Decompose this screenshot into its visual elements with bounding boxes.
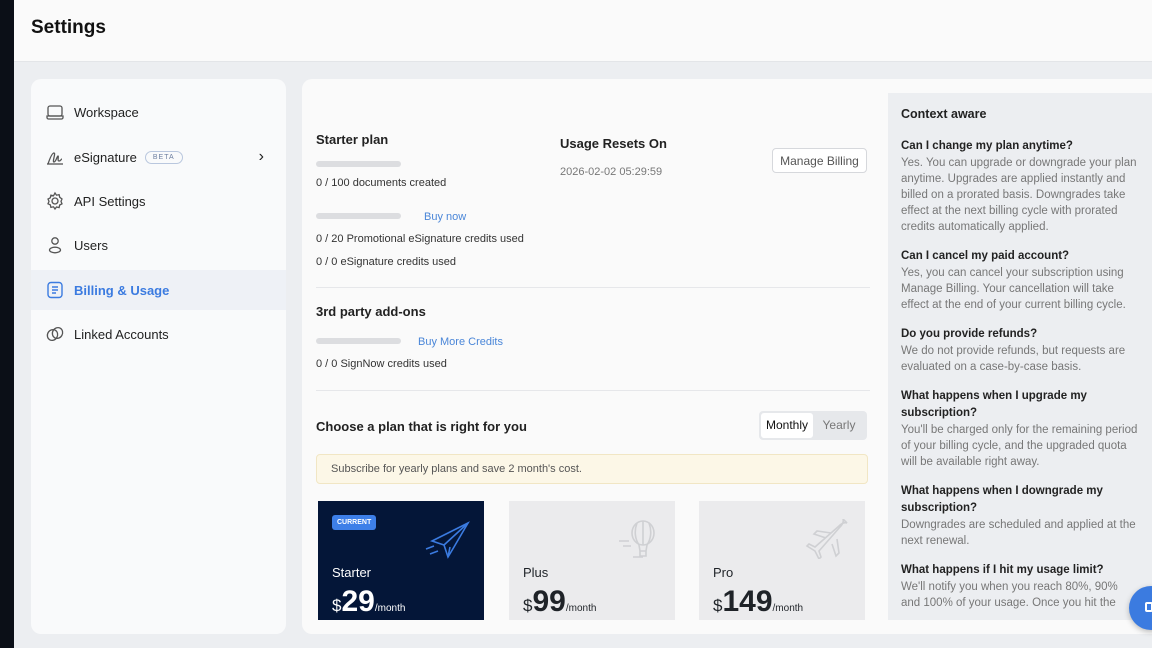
usage-resets-title: Usage Resets On	[560, 136, 667, 151]
signnow-progress-bar	[316, 338, 401, 344]
addons-title: 3rd party add-ons	[316, 304, 426, 319]
billing-period-toggle: Monthly Yearly	[759, 411, 867, 440]
plan-card-pro[interactable]: Pro $149/month	[699, 501, 865, 620]
documents-progress-bar	[316, 161, 401, 167]
sidebar-item-label: Billing & Usage	[74, 282, 170, 298]
faq-answer: Yes, you can cancel your subscription us…	[901, 267, 1126, 311]
divider	[316, 287, 870, 288]
signnow-credits-text: 0 / 0 SignNow credits used	[316, 358, 447, 370]
manage-billing-button[interactable]: Manage Billing	[772, 148, 867, 173]
sidebar-item-label: Users	[74, 237, 108, 253]
chat-icon	[1145, 602, 1152, 612]
current-badge: CURRENT	[332, 515, 377, 530]
link-icon	[46, 326, 64, 342]
promo-credits-progress-bar	[316, 213, 401, 219]
promo-credits-text: 0 / 20 Promotional eSignature credits us…	[316, 233, 524, 245]
faq-question: What happens if I hit my usage limit?	[901, 564, 1104, 576]
plan-name: Plus	[523, 565, 549, 580]
gear-icon	[47, 191, 63, 211]
faq-question: Do you provide refunds?	[901, 328, 1038, 340]
faq-question: What happens when I downgrade my subscri…	[901, 485, 1103, 514]
hot-air-balloon-icon	[619, 520, 655, 558]
faq-question: What happens when I upgrade my subscript…	[901, 390, 1087, 419]
plan-price: $29/month	[332, 585, 406, 618]
sidebar-item-label: eSignature	[74, 149, 137, 165]
sidebar-item-workspace[interactable]: Workspace	[31, 92, 286, 132]
buy-more-credits-link[interactable]: Buy More Credits	[418, 336, 503, 348]
beta-badge: BETA	[144, 150, 183, 164]
faq-answer: We do not provide refunds, but requests …	[901, 345, 1126, 373]
plan-price: $149/month	[713, 585, 804, 618]
chevron-right-icon: ›	[258, 148, 264, 165]
sidebar-item-label: API Settings	[74, 193, 146, 209]
laptop-icon	[46, 105, 64, 120]
usage-reset-date: 2026-02-02 05:29:59	[560, 166, 663, 178]
left-edge-strip	[0, 0, 14, 648]
settings-sidebar: Workspace eSignature BETA › API Settings…	[31, 79, 286, 634]
faq-question: Can I change my plan anytime?	[901, 140, 1073, 152]
faq-answer: We'll notify you when you reach 80%, 90%…	[901, 581, 1118, 609]
documents-usage-text: 0 / 100 documents created	[316, 177, 447, 189]
sidebar-item-api-settings[interactable]: API Settings	[31, 181, 286, 221]
divider	[316, 390, 870, 391]
context-aware-faq-panel[interactable]: Context aware Can I change my plan anyti…	[888, 93, 1152, 620]
faq-answer: Downgrades are scheduled and applied at …	[901, 519, 1136, 547]
airplane-icon	[805, 519, 848, 559]
signature-icon	[47, 152, 63, 165]
sidebar-item-linked-accounts[interactable]: Linked Accounts	[31, 314, 286, 354]
yearly-savings-notice: Subscribe for yearly plans and save 2 mo…	[316, 454, 868, 484]
plan-card-starter[interactable]: CURRENT Starter $29/month	[318, 501, 484, 620]
faq-answer: You'll be charged only for the remaining…	[901, 424, 1138, 468]
sidebar-item-users[interactable]: Users	[31, 225, 286, 265]
faq-question: Can I cancel my paid account?	[901, 250, 1070, 262]
sidebar-item-label: Workspace	[74, 104, 139, 120]
buy-now-link[interactable]: Buy now	[424, 211, 467, 223]
page-header: Settings	[14, 0, 1152, 62]
page-title: Settings	[31, 17, 106, 38]
sidebar-item-esignature[interactable]: eSignature BETA ›	[31, 137, 286, 177]
monthly-option[interactable]: Monthly	[761, 413, 813, 438]
plan-title: Starter plan	[316, 132, 389, 147]
paper-plane-icon	[425, 521, 470, 559]
plan-price: $99/month	[523, 585, 597, 618]
sidebar-item-label: Linked Accounts	[74, 326, 169, 342]
faq-title: Context aware	[901, 107, 987, 121]
user-icon	[48, 237, 62, 254]
yearly-option[interactable]: Yearly	[822, 418, 856, 432]
faq-answer: Yes. You can upgrade or downgrade your p…	[901, 157, 1137, 233]
plan-name: Starter	[332, 565, 372, 580]
sidebar-item-billing-usage[interactable]: Billing & Usage	[31, 270, 286, 310]
plan-card-plus[interactable]: Plus $99/month	[509, 501, 675, 620]
choose-plan-title: Choose a plan that is right for you	[316, 419, 527, 434]
billing-panel: Starter plan 0 / 100 documents created B…	[302, 79, 1152, 634]
document-icon	[47, 281, 63, 299]
plan-name: Pro	[713, 565, 734, 580]
esignature-credits-text: 0 / 0 eSignature credits used	[316, 256, 457, 268]
